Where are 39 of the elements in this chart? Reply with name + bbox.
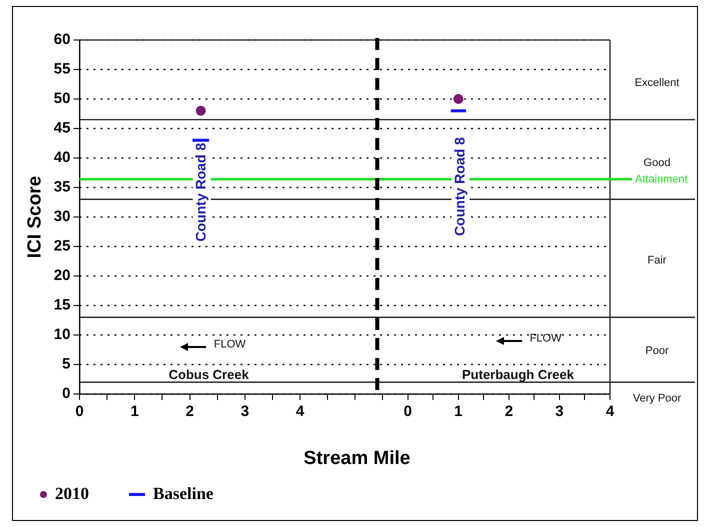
y-tick-label: 55 <box>54 60 70 78</box>
y-tick-label: 20 <box>54 267 70 284</box>
text: Poor <box>645 345 669 358</box>
x-tick-label: 1 <box>454 403 463 420</box>
x-tick-label: 0 <box>404 403 412 420</box>
y-tick-label: 5 <box>62 356 70 373</box>
legend-label: Baseline <box>153 484 214 504</box>
annotation: County Road 8 <box>451 136 468 236</box>
x-axis-title: Stream Mile <box>304 448 410 470</box>
y-tick-label: 45 <box>54 120 70 137</box>
legend-label: 2010 <box>55 484 89 504</box>
annotation: FLOW <box>530 332 562 344</box>
y-tick-label: 50 <box>54 90 70 108</box>
y-tick-label: 25 <box>54 238 70 255</box>
text: Very Poor <box>632 392 682 404</box>
x-tick-label: 4 <box>606 403 615 420</box>
x-tick-label: 3 <box>240 403 250 420</box>
y-tick-label: 40 <box>54 149 70 166</box>
text: Excellent <box>634 76 680 89</box>
annotation: County Road 8 <box>192 142 209 242</box>
x-tick-label: 0 <box>75 403 84 420</box>
y-tick-label: 10 <box>54 326 70 344</box>
x-tick-label: 2 <box>186 403 194 420</box>
text: Good <box>644 156 670 169</box>
x-tick-label: 2 <box>504 403 514 420</box>
y-tick-label: 0 <box>62 385 70 402</box>
y-tick-label: 30 <box>54 208 70 226</box>
y-tick-label: 60 <box>54 31 70 48</box>
text: Fair <box>648 254 667 267</box>
x-tick-label: 1 <box>130 403 139 420</box>
annotation: FLOW <box>214 338 246 350</box>
annotation: Cobus Creek <box>168 366 250 382</box>
y-tick-label: 35 <box>54 178 70 196</box>
annotation: Puterbaugh Creek <box>462 366 575 382</box>
x-tick-label: 3 <box>555 403 564 420</box>
y-tick-label: 15 <box>54 296 70 314</box>
ref-line-label: Attainment <box>635 173 688 186</box>
y-axis-title: ICI Score <box>24 176 46 258</box>
x-tick-label: 4 <box>296 403 305 420</box>
